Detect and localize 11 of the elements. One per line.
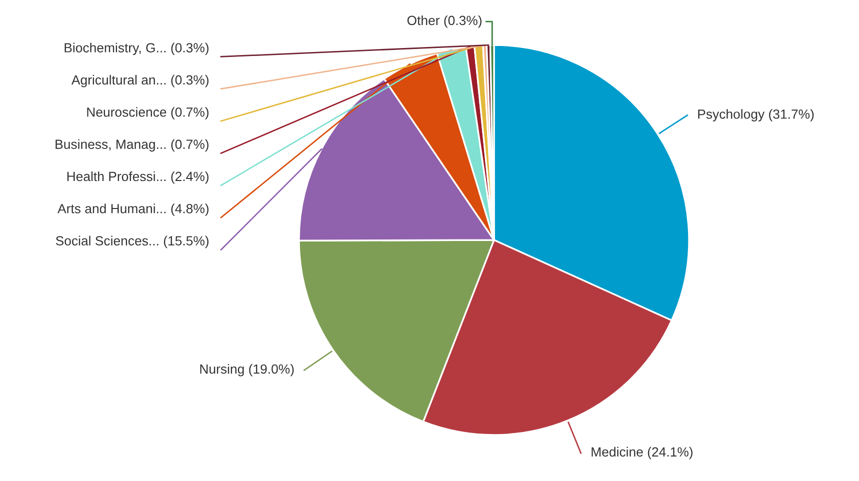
slice-label: Nursing (19.0%) bbox=[200, 364, 294, 376]
slice-label: Business, Manag... (0.7%) bbox=[56, 139, 208, 152]
slice-label: Arts and Humani... (4.8%) bbox=[58, 204, 208, 216]
slice-label: Psychology (31.7%) bbox=[698, 109, 814, 122]
slice-label: Social Sciences... (15.5%) bbox=[56, 236, 208, 248]
slice-label: Medicine (24.1%) bbox=[592, 446, 692, 460]
slice-label: Other (0.3%) bbox=[407, 15, 482, 28]
slice-label: Health Professi... (2.4%) bbox=[67, 171, 208, 184]
slice-label: Biochemistry, G... (0.3%) bbox=[64, 42, 208, 56]
slice-label: Neuroscience (0.7%) bbox=[87, 107, 208, 120]
slice-label: Agricultural an... (0.3%) bbox=[71, 74, 208, 88]
